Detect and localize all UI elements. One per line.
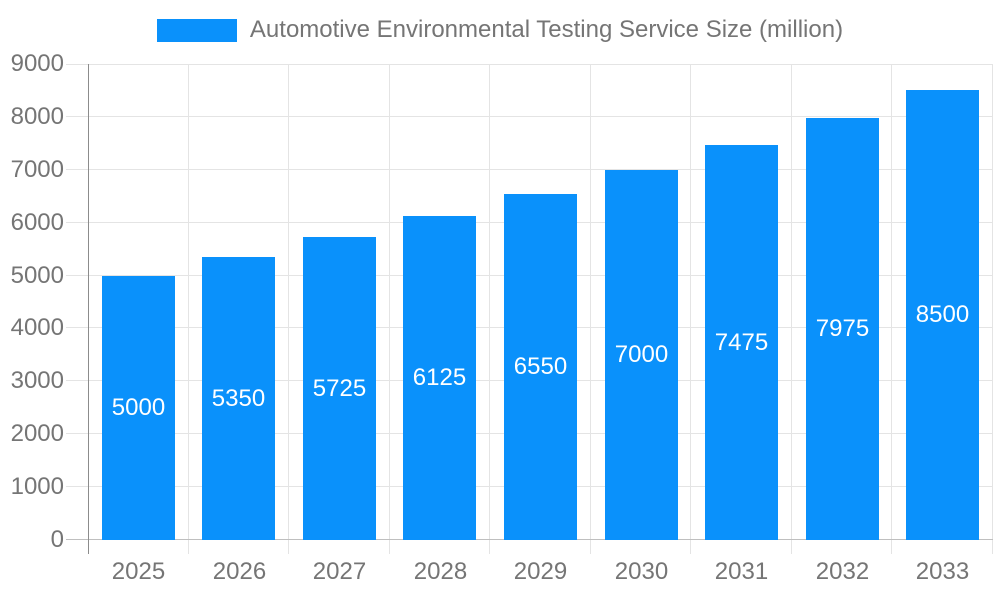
- y-tick-label: 3000: [10, 367, 64, 395]
- y-tick-label: 7000: [10, 155, 64, 183]
- gridline-vertical: [389, 64, 390, 554]
- gridline-vertical: [690, 64, 691, 554]
- gridline-horizontal: [66, 168, 993, 170]
- bar-value-label: 7475: [714, 329, 769, 356]
- bar-value-label: 5000: [111, 394, 166, 421]
- bar[interactable]: [605, 170, 678, 540]
- y-axis-line: [88, 64, 89, 554]
- gridline-horizontal: [66, 64, 993, 65]
- gridline-vertical: [992, 64, 993, 554]
- legend-label: Automotive Environmental Testing Service…: [249, 16, 844, 43]
- y-tick-label: 4000: [10, 314, 64, 342]
- x-tick-label: 2031: [714, 558, 769, 585]
- gridline-vertical: [288, 64, 289, 554]
- bar-value-label: 7975: [815, 315, 870, 342]
- gridline-vertical: [791, 64, 792, 554]
- y-tick-label: 1000: [10, 473, 64, 501]
- bar-value-label: 5350: [211, 385, 266, 412]
- y-tick-label: 9000: [10, 50, 64, 77]
- bar[interactable]: [504, 194, 577, 540]
- bar-value-label: 6550: [513, 353, 568, 380]
- bar[interactable]: [906, 90, 979, 540]
- x-tick-label: 2029: [513, 558, 568, 585]
- bar-value-label: 7000: [614, 341, 669, 368]
- y-tick-label: 6000: [10, 208, 64, 236]
- gridline-vertical: [188, 64, 189, 554]
- gridline-horizontal: [66, 115, 993, 117]
- bar[interactable]: [102, 276, 175, 540]
- gridline-vertical: [891, 64, 892, 554]
- x-tick-label: 2032: [815, 558, 870, 585]
- x-tick-label: 2033: [915, 558, 970, 585]
- bar-value-label: 5725: [312, 375, 367, 402]
- x-tick-label: 2026: [212, 558, 267, 585]
- x-tick-label: 2027: [312, 558, 367, 585]
- x-tick-label: 2028: [413, 558, 468, 585]
- y-tick-label: 8000: [10, 102, 64, 130]
- bar-value-label: 8500: [915, 301, 970, 328]
- gridline-vertical: [489, 64, 490, 554]
- y-tick-label: 0: [50, 526, 64, 553]
- legend-item[interactable]: Automotive Environmental Testing Service…: [156, 16, 844, 44]
- x-tick-label: 2025: [111, 558, 166, 585]
- bar[interactable]: [303, 237, 376, 540]
- y-tick-label: 5000: [10, 261, 64, 289]
- bar[interactable]: [806, 118, 879, 540]
- bar[interactable]: [705, 145, 778, 540]
- bar-value-label: 6125: [412, 364, 467, 391]
- y-tick-label: 2000: [10, 420, 64, 448]
- x-tick-label: 2030: [614, 558, 669, 585]
- gridline-vertical: [590, 64, 591, 554]
- bar[interactable]: [202, 257, 275, 540]
- plot-area: 0 1000 2000 3000 4000 5000 6000 7000 8000 9000 500…: [11, 50, 993, 585]
- legend-swatch-icon: [156, 18, 237, 42]
- legend: Automotive Environmental Testing Service…: [0, 16, 1000, 44]
- bar[interactable]: [403, 216, 476, 540]
